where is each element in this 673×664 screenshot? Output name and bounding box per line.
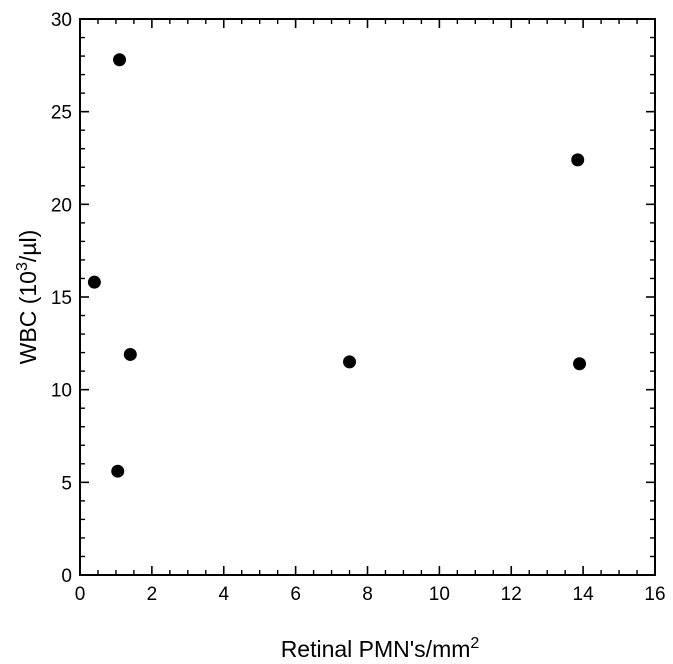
y-axis-label-prefix: WBC (10	[15, 271, 41, 364]
y-axis-label-suffix: /µl)	[15, 230, 41, 262]
y-tick-label: 20	[51, 195, 72, 216]
x-tick-label: 10	[429, 584, 450, 605]
x-tick-label: 4	[218, 584, 229, 605]
data-point	[87, 275, 101, 289]
data-point	[573, 357, 587, 371]
data-point	[113, 53, 127, 67]
y-tick-label: 5	[61, 473, 72, 494]
y-tick-label: 0	[61, 566, 72, 587]
y-axis-label-superscript: 3	[14, 262, 31, 271]
x-tick-label: 6	[290, 584, 301, 605]
y-tick-label: 15	[51, 288, 72, 309]
data-point	[111, 464, 125, 478]
x-axis-label: Retinal PMN's/mm2	[281, 635, 480, 662]
x-tick-label: 2	[147, 584, 158, 605]
y-tick-label: 10	[51, 381, 72, 402]
x-axis-label-text: Retinal PMN's/mm	[281, 636, 471, 662]
data-point	[343, 355, 357, 369]
y-tick-label: 30	[51, 10, 72, 31]
tick-labels: 0 2 4 6 8 10 12 14 16 0 5 10 15 20 25 30	[51, 10, 666, 605]
x-tick-label: 8	[362, 584, 373, 605]
x-tick-label: 12	[501, 584, 522, 605]
x-tick-label: 16	[644, 584, 665, 605]
data-point	[571, 153, 585, 167]
x-tick-label: 0	[75, 584, 86, 605]
ticks	[79, 18, 656, 576]
x-tick-label: 14	[573, 584, 595, 605]
x-axis-label-superscript: 2	[470, 635, 479, 652]
data-point	[123, 347, 137, 361]
data-points	[87, 53, 587, 478]
y-axis-label: WBC (103/µl)	[14, 230, 41, 365]
y-tick-label: 25	[51, 103, 72, 124]
plot-frame	[79, 18, 656, 576]
